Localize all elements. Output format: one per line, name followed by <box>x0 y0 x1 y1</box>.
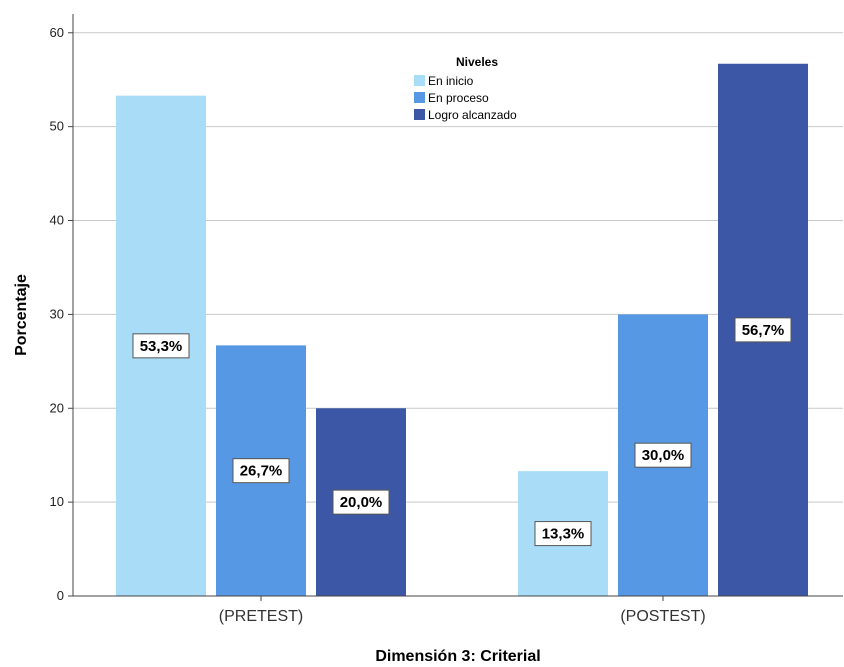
x-axis-title: Dimensión 3: Criterial <box>375 648 540 665</box>
x-category-labels: (PRETEST) (POSTEST) <box>219 596 706 625</box>
data-label-box <box>132 333 190 359</box>
y-tick-label: 50 <box>50 119 64 134</box>
axes <box>72 14 843 597</box>
y-axis-title: Porcentaje <box>13 274 30 356</box>
y-tick-label: 0 <box>57 588 64 603</box>
x-category-label: (PRETEST) <box>219 608 303 625</box>
x-category-label: (POSTEST) <box>620 608 705 625</box>
legend-swatch <box>414 92 425 103</box>
data-label: 53,3% <box>140 338 183 355</box>
y-tick-label: 10 <box>50 494 64 509</box>
data-label: 13,3% <box>542 526 585 543</box>
legend-label: En proceso <box>428 91 489 105</box>
legend-swatch <box>414 109 425 120</box>
data-label-box <box>734 317 792 343</box>
y-tick-label: 60 <box>50 25 64 40</box>
legend-label: En inicio <box>428 74 474 88</box>
data-label-box <box>534 521 592 547</box>
bars <box>116 63 808 597</box>
legend-title: Niveles <box>456 55 498 69</box>
data-label-box <box>232 458 290 484</box>
data-label: 30,0% <box>642 447 685 464</box>
y-tick-label: 20 <box>50 400 64 415</box>
legend-label: Logro alcanzado <box>428 108 517 122</box>
legend: Niveles En inicio En proceso Logro alcanza… <box>414 55 517 122</box>
data-label: 56,7% <box>742 322 785 339</box>
data-label: 20,0% <box>340 494 383 511</box>
data-label: 26,7% <box>240 463 283 480</box>
y-tick-label: 40 <box>50 213 64 228</box>
legend-swatch <box>414 75 425 86</box>
data-labels: 53,3% 26,7% 20,0% 13,3% 30,0% 56,7% <box>132 317 792 547</box>
y-ticks: 0 10 20 30 40 50 60 <box>50 25 73 603</box>
data-label-box <box>332 489 390 515</box>
data-label-box <box>634 442 692 468</box>
y-tick-label: 30 <box>50 306 64 321</box>
